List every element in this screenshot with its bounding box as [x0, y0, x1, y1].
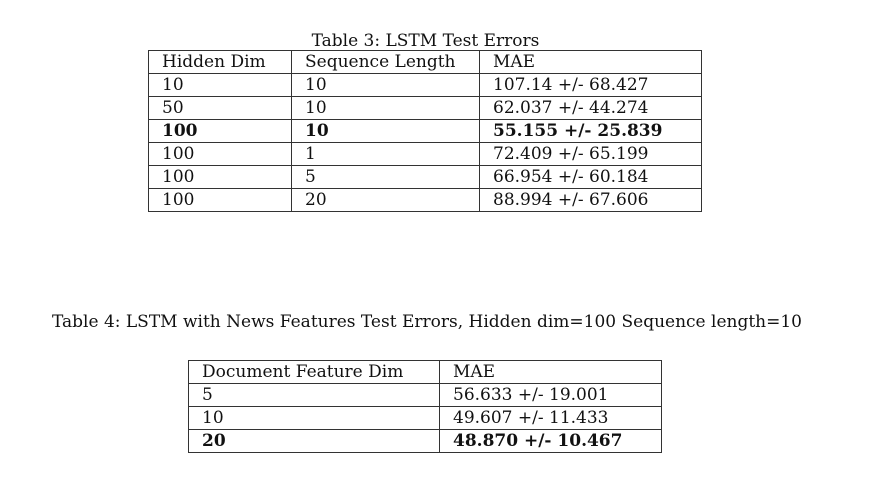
table-row: 100 20 88.994 +/- 67.606 — [148, 188, 702, 212]
cell-mae: 49.607 +/- 11.433 — [439, 406, 662, 430]
cell-hidden-dim: 10 — [148, 73, 292, 97]
cell-sequence-length: 10 — [291, 96, 480, 120]
table-row: 50 10 62.037 +/- 44.274 — [148, 96, 702, 120]
cell-mae: 66.954 +/- 60.184 — [479, 165, 702, 189]
cell-hidden-dim: 100 — [148, 142, 292, 166]
cell-sequence-length: 10 — [291, 119, 480, 143]
table-header-row: Document Feature Dim MAE — [188, 360, 662, 384]
cell-mae: 107.14 +/- 68.427 — [479, 73, 702, 97]
cell-hidden-dim: 100 — [148, 119, 292, 143]
cell-sequence-length: 10 — [291, 73, 480, 97]
table-header-row: Hidden Dim Sequence Length MAE — [148, 50, 702, 74]
cell-mae: 56.633 +/- 19.001 — [439, 383, 662, 407]
table3-lstm-test-errors: Hidden Dim Sequence Length MAE 10 10 107… — [148, 50, 702, 212]
cell-mae: 48.870 +/- 10.467 — [439, 429, 662, 453]
table-row: 10 49.607 +/- 11.433 — [188, 406, 662, 430]
header-sequence-length: Sequence Length — [291, 50, 480, 74]
cell-sequence-length: 20 — [291, 188, 480, 212]
table-row: 10 10 107.14 +/- 68.427 — [148, 73, 702, 97]
table-row: 100 10 55.155 +/- 25.839 — [148, 119, 702, 143]
cell-mae: 72.409 +/- 65.199 — [479, 142, 702, 166]
header-mae: MAE — [439, 360, 662, 384]
cell-hidden-dim: 100 — [148, 188, 292, 212]
table-row: 5 56.633 +/- 19.001 — [188, 383, 662, 407]
header-document-feature-dim: Document Feature Dim — [188, 360, 440, 384]
cell-document-feature-dim: 20 — [188, 429, 440, 453]
table-row: 20 48.870 +/- 10.467 — [188, 429, 662, 453]
table4-lstm-news-features-test-errors: Document Feature Dim MAE 5 56.633 +/- 19… — [188, 360, 662, 453]
cell-sequence-length: 5 — [291, 165, 480, 189]
cell-mae: 88.994 +/- 67.606 — [479, 188, 702, 212]
header-hidden-dim: Hidden Dim — [148, 50, 292, 74]
cell-mae: 62.037 +/- 44.274 — [479, 96, 702, 120]
cell-document-feature-dim: 5 — [188, 383, 440, 407]
header-mae: MAE — [479, 50, 702, 74]
cell-hidden-dim: 50 — [148, 96, 292, 120]
table4-caption: Table 4: LSTM with News Features Test Er… — [52, 312, 803, 332]
table3-caption: Table 3: LSTM Test Errors — [311, 31, 540, 51]
cell-document-feature-dim: 10 — [188, 406, 440, 430]
cell-sequence-length: 1 — [291, 142, 480, 166]
cell-mae: 55.155 +/- 25.839 — [479, 119, 702, 143]
cell-hidden-dim: 100 — [148, 165, 292, 189]
table-row: 100 5 66.954 +/- 60.184 — [148, 165, 702, 189]
table-row: 100 1 72.409 +/- 65.199 — [148, 142, 702, 166]
